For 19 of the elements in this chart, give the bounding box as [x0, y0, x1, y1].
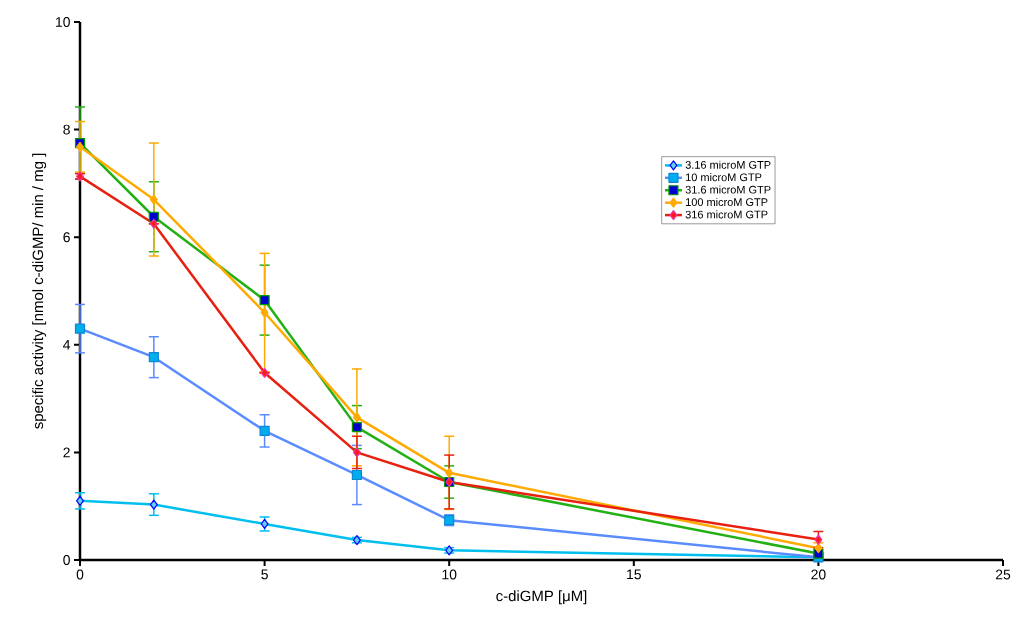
legend-label: 316 microM GTP: [685, 210, 768, 219]
x-tick-label: 20: [811, 569, 826, 580]
y-tick-label: 0: [63, 555, 70, 565]
y-axis-title: specific activity [nmol c-diGMP/ min / mg ]: [32, 153, 47, 429]
x-tick-label: 10: [442, 569, 457, 580]
legend-label: 3.16 microM GTP: [685, 160, 771, 169]
x-axis-title: c-diGMP [μM]: [496, 590, 587, 605]
y-tick-label: 8: [63, 124, 70, 135]
y-tick-label: 4: [63, 340, 71, 350]
legend-label: 10 microM GTP: [686, 173, 762, 182]
legend-label: 31.6 microM GTP: [685, 185, 771, 194]
x-tick-label: 5: [261, 569, 268, 580]
y-tick-label: 2: [63, 447, 70, 458]
y-tick-label: 6: [63, 232, 70, 243]
x-tick-label: 15: [627, 569, 641, 580]
x-tick-label: 25: [995, 569, 1011, 580]
y-tick-label: 10: [56, 17, 70, 27]
x-tick-label: 0: [76, 569, 84, 580]
legend-label: 100 microM GTP: [686, 197, 768, 206]
